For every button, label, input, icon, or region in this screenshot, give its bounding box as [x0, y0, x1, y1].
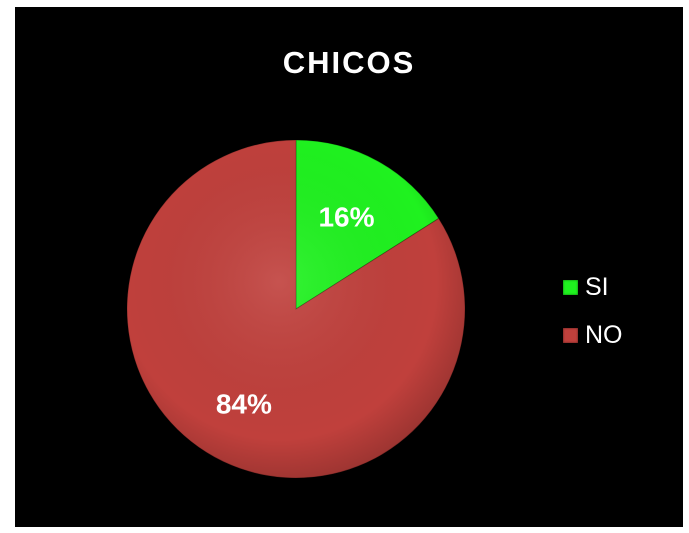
legend-item-si: SI — [563, 271, 609, 303]
data-label-no: 84% — [216, 388, 272, 419]
legend-swatch-si — [563, 279, 578, 295]
legend-swatch-no — [563, 327, 578, 343]
data-label-si: 16% — [318, 202, 374, 233]
chart-area: CHICOS 16% 84% SI NO — [15, 7, 683, 527]
legend-label-si: SI — [585, 272, 609, 301]
chart-title: CHICOS — [282, 45, 416, 80]
pie-chart: 16% 84% — [126, 139, 466, 479]
legend-label-no: NO — [585, 320, 623, 349]
legend-item-no: NO — [563, 319, 623, 351]
